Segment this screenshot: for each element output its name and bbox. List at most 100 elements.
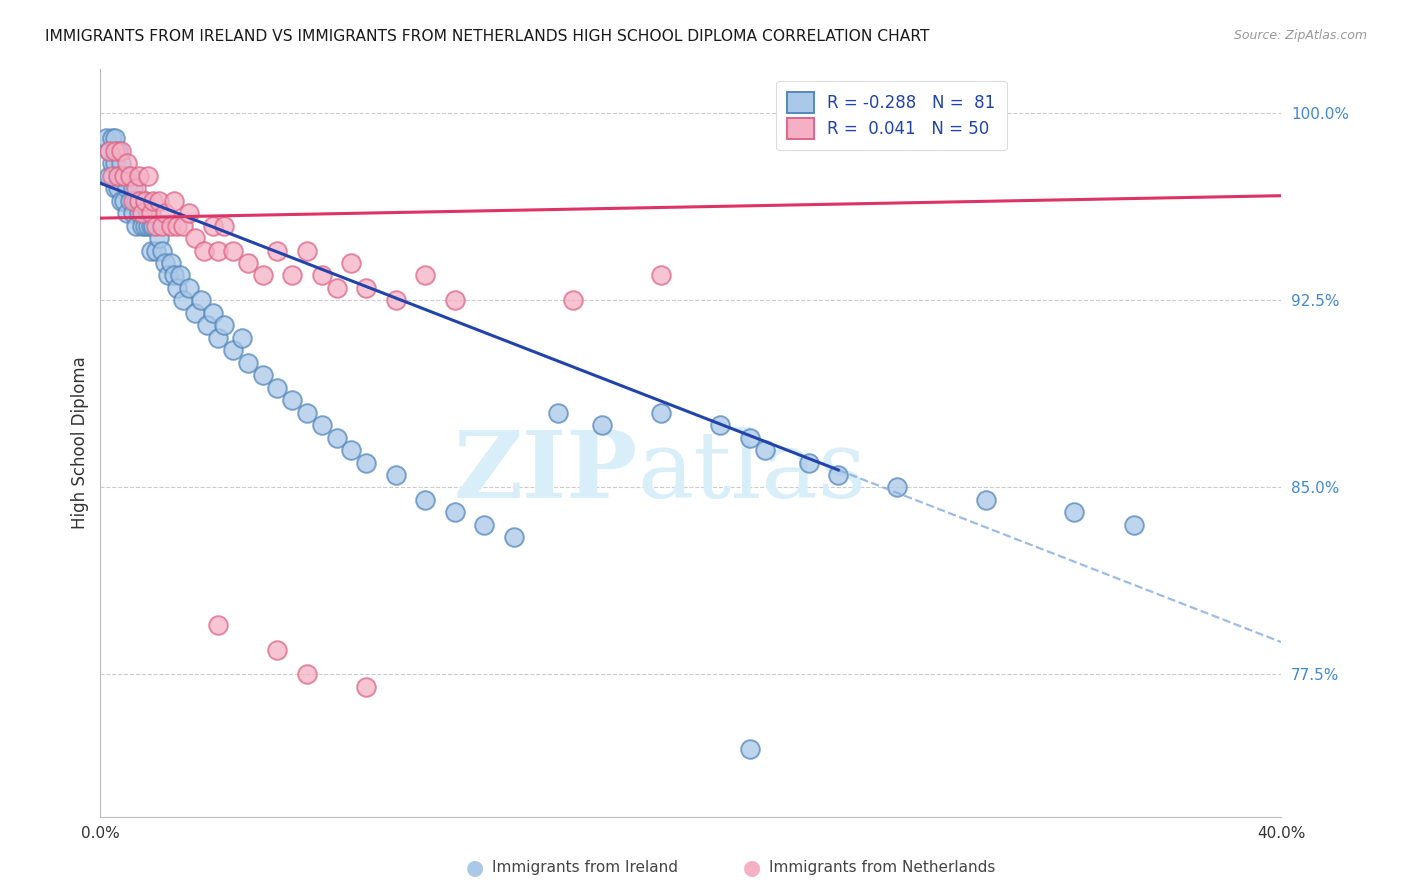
Point: [222, 244, 245, 258]
Point: [107, 181, 129, 195]
Point: [886, 480, 908, 494]
Point: [150, 244, 173, 258]
Point: [443, 505, 465, 519]
Point: [252, 268, 274, 283]
Point: [214, 219, 236, 233]
Point: [797, 456, 820, 470]
Point: [974, 492, 997, 507]
Point: [142, 219, 165, 233]
Text: Source: ZipAtlas.com: Source: ZipAtlas.com: [1233, 29, 1367, 42]
Point: [134, 194, 156, 208]
Point: [754, 443, 776, 458]
Point: [281, 268, 304, 283]
Point: [160, 219, 183, 233]
Point: [163, 268, 186, 283]
Point: [139, 219, 162, 233]
Point: [166, 219, 188, 233]
Point: [112, 169, 135, 183]
Point: [184, 306, 207, 320]
Point: [236, 256, 259, 270]
Point: [110, 169, 132, 183]
Point: [738, 742, 761, 756]
Point: [340, 443, 363, 458]
Point: [413, 492, 436, 507]
Point: [112, 194, 135, 208]
Point: [190, 293, 212, 308]
Point: [222, 343, 245, 358]
Point: [201, 219, 224, 233]
Text: Immigrants from Netherlands: Immigrants from Netherlands: [769, 861, 995, 875]
Point: [145, 219, 167, 233]
Point: [98, 144, 121, 158]
Point: [110, 144, 132, 158]
Point: [502, 530, 524, 544]
Point: [177, 281, 200, 295]
Point: [107, 169, 129, 183]
Point: [104, 144, 127, 158]
Point: [266, 642, 288, 657]
Point: [145, 244, 167, 258]
Point: [136, 219, 159, 233]
Point: [177, 206, 200, 220]
Point: [169, 268, 191, 283]
Point: [207, 617, 229, 632]
Point: [101, 131, 124, 145]
Point: [142, 194, 165, 208]
Point: [125, 181, 148, 195]
Point: [325, 431, 347, 445]
Point: [150, 219, 173, 233]
Point: [236, 356, 259, 370]
Point: [104, 181, 127, 195]
Point: [650, 406, 672, 420]
Point: [1063, 505, 1085, 519]
Point: [104, 156, 127, 170]
Point: [201, 306, 224, 320]
Point: [96, 131, 118, 145]
Point: [148, 231, 170, 245]
Point: [131, 206, 153, 220]
Point: [384, 293, 406, 308]
Point: [110, 194, 132, 208]
Point: [131, 219, 153, 233]
Point: [118, 169, 141, 183]
Point: [443, 293, 465, 308]
Point: [115, 206, 138, 220]
Point: [295, 406, 318, 420]
Legend: R = -0.288   N =  81, R =  0.041   N = 50: R = -0.288 N = 81, R = 0.041 N = 50: [776, 80, 1007, 151]
Point: [195, 318, 218, 333]
Point: [121, 181, 143, 195]
Point: [125, 194, 148, 208]
Point: [155, 256, 177, 270]
Point: [128, 206, 150, 220]
Point: [354, 456, 377, 470]
Point: [134, 194, 156, 208]
Text: ●: ●: [744, 858, 761, 878]
Point: [118, 169, 141, 183]
Point: [709, 418, 731, 433]
Point: [139, 206, 162, 220]
Point: [160, 256, 183, 270]
Point: [340, 256, 363, 270]
Point: [561, 293, 583, 308]
Point: [172, 219, 194, 233]
Point: [295, 667, 318, 681]
Point: [118, 194, 141, 208]
Point: [110, 156, 132, 170]
Point: [136, 169, 159, 183]
Point: [112, 169, 135, 183]
Point: [107, 169, 129, 183]
Point: [325, 281, 347, 295]
Point: [115, 169, 138, 183]
Point: [125, 219, 148, 233]
Point: [148, 194, 170, 208]
Point: [163, 194, 186, 208]
Point: [115, 181, 138, 195]
Point: [121, 206, 143, 220]
Point: [252, 368, 274, 383]
Point: [214, 318, 236, 333]
Point: [413, 268, 436, 283]
Point: [472, 517, 495, 532]
Text: atlas: atlas: [637, 427, 868, 517]
Point: [155, 206, 177, 220]
Text: ●: ●: [467, 858, 484, 878]
